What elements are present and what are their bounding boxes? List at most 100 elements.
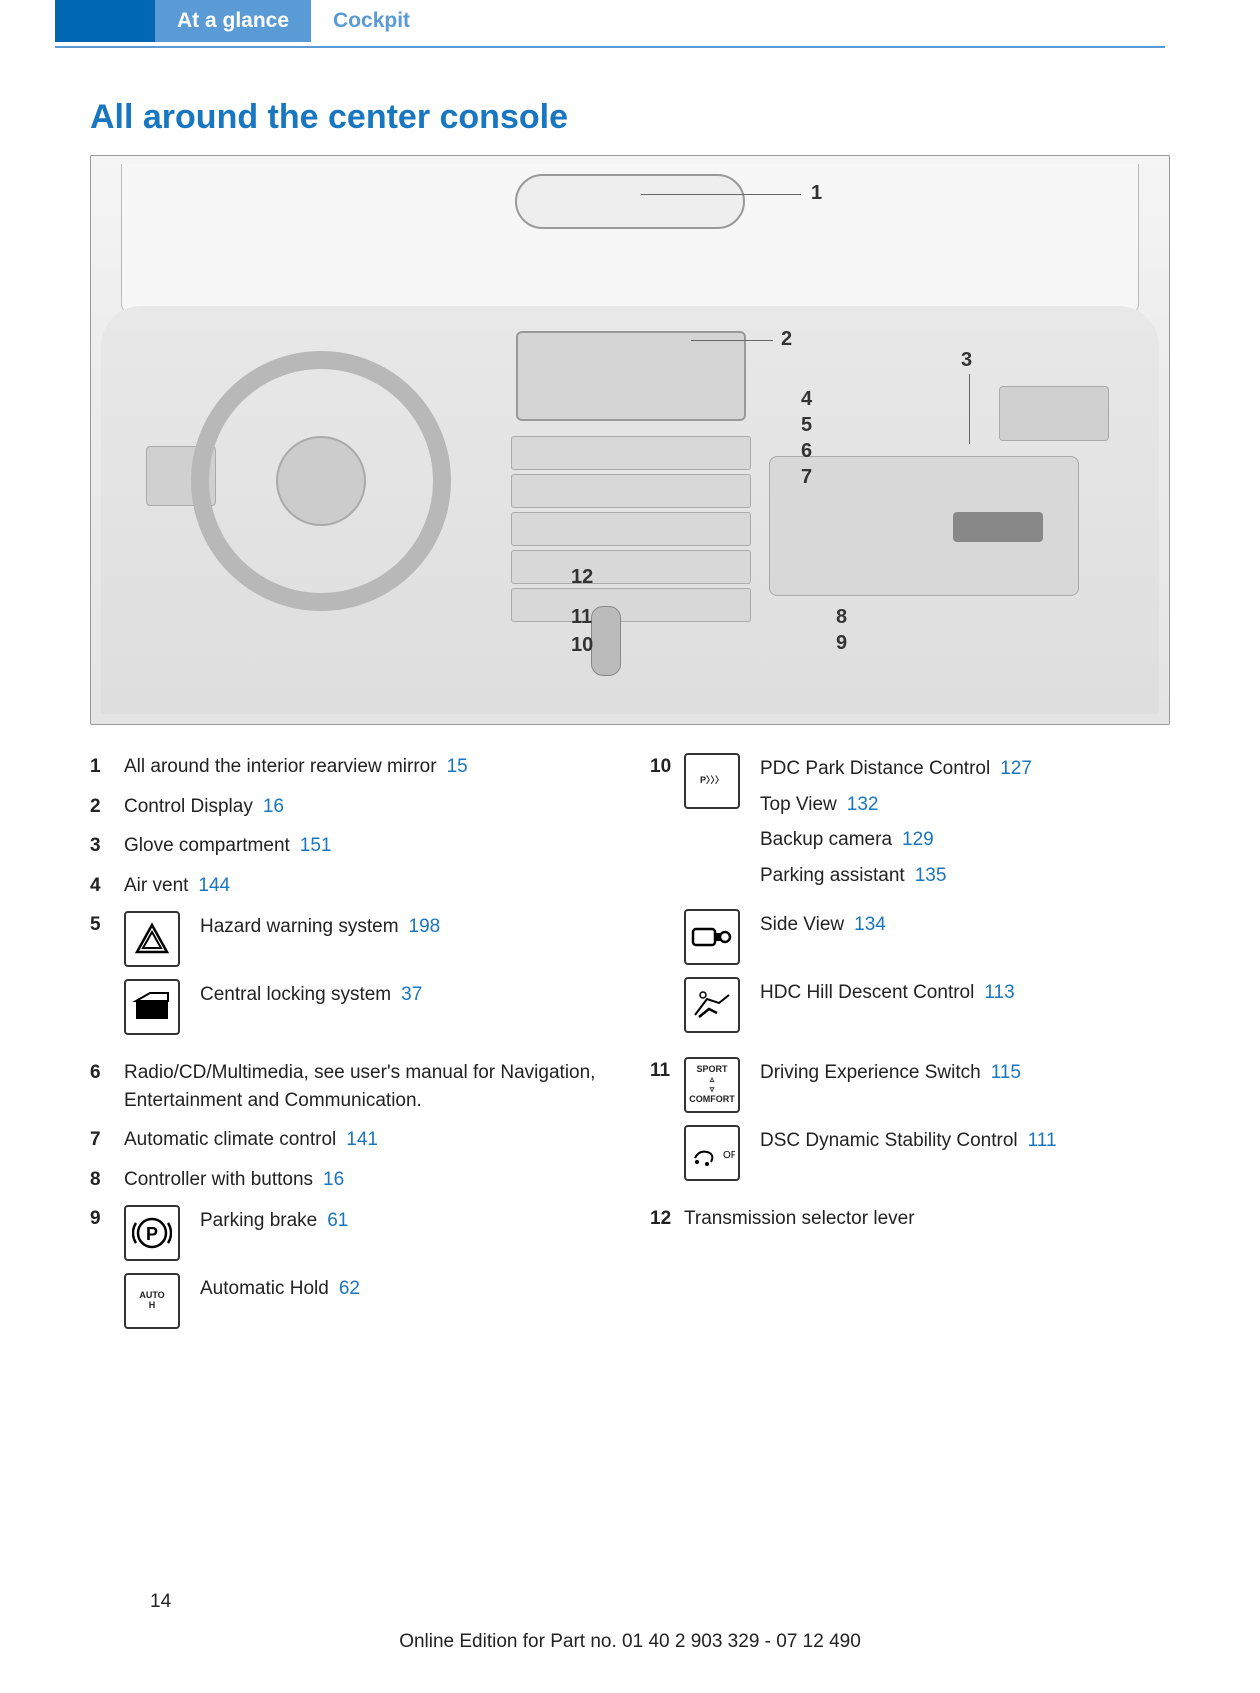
legend-sub-text: Parking assistant135 — [760, 862, 1170, 890]
callout-4: 4 — [801, 388, 812, 411]
legend-item: 11SPORT▵▿COMFORT Driving Experience Switc… — [650, 1057, 1170, 1193]
legend-item-number: 10 — [650, 753, 684, 781]
legend-item: 7Automatic climate control 141 — [90, 1126, 610, 1154]
callout-8: 8 — [836, 606, 847, 629]
page-footer: Online Edition for Part no. 01 40 2 903 … — [0, 1631, 1260, 1653]
legend-item-text: Automatic climate control 141 — [124, 1126, 610, 1154]
diagram-control-display — [516, 331, 746, 421]
legend-sub-row: Hazard warning system198 — [124, 911, 610, 967]
footer-text: Online Edition for Part no. 01 40 2 903 … — [399, 1631, 861, 1652]
legend-item-text: All around the interior rearview mir­ror… — [124, 753, 610, 781]
legend-item-body: Glove compartment151 — [124, 832, 610, 860]
page-reference[interactable]: 129 — [902, 829, 934, 850]
legend-sub-text: HDC Hill Descent Control 113 — [760, 977, 1170, 1007]
legend-item: 1All around the interior rearview mir­ro… — [90, 753, 610, 781]
legend-sub-row: P〉〉〉PDC Park Distance Control127Top View… — [684, 753, 1170, 897]
legend-item-number: 5 — [90, 911, 124, 939]
legend-item: 10P〉〉〉PDC Park Distance Control127Top Vi… — [650, 753, 1170, 1045]
legend-sub-row: AUTOH Automatic Hold62 — [124, 1273, 610, 1329]
sideview-icon — [684, 909, 740, 965]
hdc-icon — [684, 977, 740, 1033]
sport-icon: SPORT▵▿COMFORT — [684, 1057, 740, 1113]
callout-5: 5 — [801, 414, 812, 437]
legend-sub-row: OFF DSC Dynamic Stability Con­trol 111 — [684, 1125, 1170, 1181]
page-reference[interactable]: 132 — [847, 794, 879, 815]
page-reference[interactable]: 16 — [263, 796, 284, 817]
hazard-icon — [124, 911, 180, 967]
svg-text:P: P — [146, 1224, 158, 1244]
page-reference[interactable]: 113 — [984, 982, 1014, 1003]
page-reference[interactable]: 144 — [198, 875, 230, 896]
diagram-wheel-hub — [276, 436, 366, 526]
legend-text: Driving Experience Switch — [760, 1062, 981, 1083]
legend-item-body: SPORT▵▿COMFORT Driving Experience Switch 1… — [684, 1057, 1170, 1193]
legend-item-text: Controller with buttons 16 — [124, 1166, 610, 1194]
page-reference[interactable]: 115 — [991, 1062, 1021, 1083]
legend-sub-row: SPORT▵▿COMFORT Driving Experience Switch 1… — [684, 1057, 1170, 1113]
legend-item-number: 1 — [90, 753, 124, 781]
page-reference[interactable]: 135 — [915, 865, 947, 886]
legend-item-body: P〉〉〉PDC Park Distance Control127Top View… — [684, 753, 1170, 1045]
legend-sub-row: Side View 134 — [684, 909, 1170, 965]
legend-item: 9PParking brake61AUTOHAutomatic Hold62 — [90, 1205, 610, 1341]
legend-item-number: 11 — [650, 1057, 684, 1085]
page-reference[interactable]: 151 — [300, 835, 332, 856]
legend-item-body: Controller with buttons 16 — [124, 1166, 610, 1194]
header-spacer — [0, 0, 55, 42]
legend-item-body: Hazard warning system198 Central locking … — [124, 911, 610, 1047]
legend-columns: 1All around the interior rearview mir­ro… — [90, 753, 1170, 1353]
legend-text: Automatic climate control — [124, 1129, 336, 1150]
callout-3: 3 — [961, 349, 972, 372]
center-console-diagram: 1 2 3 4 5 6 7 8 9 10 11 12 — [90, 155, 1170, 725]
page-reference[interactable]: 111 — [1028, 1130, 1057, 1151]
dsc-icon: OFF — [684, 1125, 740, 1181]
legend-item-number: 4 — [90, 872, 124, 900]
callout-11: 11 — [571, 606, 592, 629]
legend-text: Central locking system — [200, 984, 391, 1005]
page-content: All around the center console 1 2 3 4 5 … — [0, 48, 1260, 1353]
autoh-icon: AUTOH — [124, 1273, 180, 1329]
page-reference[interactable]: 15 — [447, 756, 468, 777]
legend-sub-text: Automatic Hold62 — [200, 1273, 610, 1303]
legend-item: 12Transmission selector lever — [650, 1205, 1170, 1233]
legend-sub-text: Backup camera129 — [760, 826, 1170, 854]
page-reference[interactable]: 134 — [854, 914, 886, 935]
svg-text:OFF: OFF — [723, 1150, 735, 1161]
legend-text: Side View — [760, 914, 844, 935]
page-reference[interactable]: 198 — [409, 916, 441, 937]
legend-item-text: Air vent144 — [124, 872, 610, 900]
diagram-vent-right — [999, 386, 1109, 441]
page-reference[interactable]: 37 — [401, 984, 422, 1005]
legend-item: 5Hazard warning system198 Central locking… — [90, 911, 610, 1047]
legend-sub-stack: PDC Park Distance Control127Top View132B… — [760, 753, 1170, 897]
legend-item-number: 9 — [90, 1205, 124, 1233]
legend-item-text: Transmission selector lever — [684, 1205, 1170, 1233]
legend-item-text: Radio/CD/Multimedia, see user's manual f… — [124, 1059, 610, 1114]
legend-text: DSC Dynamic Stability Con­trol — [760, 1130, 1018, 1151]
legend-item-body: PParking brake61AUTOHAutomatic Hold62 — [124, 1205, 610, 1341]
legend-item-number: 7 — [90, 1126, 124, 1154]
page-reference[interactable]: 127 — [1000, 758, 1032, 779]
page-reference[interactable]: 141 — [346, 1129, 378, 1150]
page-reference[interactable]: 16 — [323, 1169, 344, 1190]
legend-item-body: Automatic climate control 141 — [124, 1126, 610, 1154]
legend-item: 8Controller with buttons16 — [90, 1166, 610, 1194]
breadcrumb-subsection: Cockpit — [311, 0, 432, 42]
legend-sub-text: PDC Park Distance Control127 — [760, 755, 1170, 783]
legend-item-body: Control Display16 — [124, 793, 610, 821]
legend-sub-text: Side View 134 — [760, 909, 1170, 939]
legend-item: 3Glove compartment151 — [90, 832, 610, 860]
legend-sub-text: Driving Experience Switch 115 — [760, 1057, 1170, 1087]
page-reference[interactable]: 62 — [339, 1278, 360, 1299]
legend-item-text: Glove compartment151 — [124, 832, 610, 860]
section-title: All around the center console — [90, 98, 1170, 137]
callout-1: 1 — [811, 182, 822, 205]
legend-text: HDC Hill Descent Control — [760, 982, 974, 1003]
page-reference[interactable]: 61 — [327, 1210, 348, 1231]
diagram-glove-box — [769, 456, 1079, 596]
diagram-mirror — [515, 174, 745, 229]
legend-sub-text: DSC Dynamic Stability Con­trol 111 — [760, 1125, 1170, 1155]
legend-item-number: 12 — [650, 1205, 684, 1233]
legend-text: Controller with buttons — [124, 1169, 313, 1190]
diagram-center-stack — [511, 436, 751, 626]
